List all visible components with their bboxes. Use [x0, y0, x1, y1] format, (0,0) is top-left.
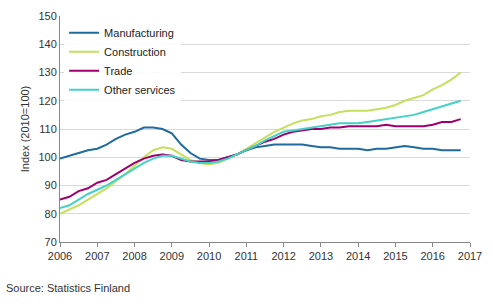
svg-text:140: 140: [38, 38, 56, 50]
svg-text:150: 150: [38, 10, 56, 22]
svg-text:Trade: Trade: [104, 65, 132, 77]
svg-text:100: 100: [38, 151, 56, 163]
svg-text:2014: 2014: [346, 250, 370, 262]
svg-text:Other services: Other services: [104, 84, 175, 96]
svg-text:2013: 2013: [309, 250, 333, 262]
svg-text:2015: 2015: [383, 250, 407, 262]
svg-text:90: 90: [45, 179, 57, 191]
svg-text:Construction: Construction: [104, 46, 166, 58]
svg-text:2007: 2007: [85, 250, 109, 262]
svg-text:2011: 2011: [235, 250, 259, 262]
svg-text:70: 70: [45, 236, 57, 248]
svg-text:2012: 2012: [271, 250, 295, 262]
svg-text:Manufacturing: Manufacturing: [104, 27, 174, 39]
svg-text:2016: 2016: [420, 250, 444, 262]
svg-text:Source: Statistics Finland: Source: Statistics Finland: [6, 282, 130, 294]
svg-text:130: 130: [38, 66, 56, 78]
svg-text:120: 120: [38, 95, 56, 107]
svg-text:2009: 2009: [160, 250, 184, 262]
svg-text:2006: 2006: [48, 250, 72, 262]
svg-text:2010: 2010: [197, 250, 221, 262]
svg-text:Index (2010=100): Index (2010=100): [19, 86, 31, 173]
svg-text:2008: 2008: [122, 250, 146, 262]
svg-text:110: 110: [39, 123, 57, 135]
svg-text:80: 80: [45, 208, 57, 220]
svg-text:2017: 2017: [458, 250, 482, 262]
